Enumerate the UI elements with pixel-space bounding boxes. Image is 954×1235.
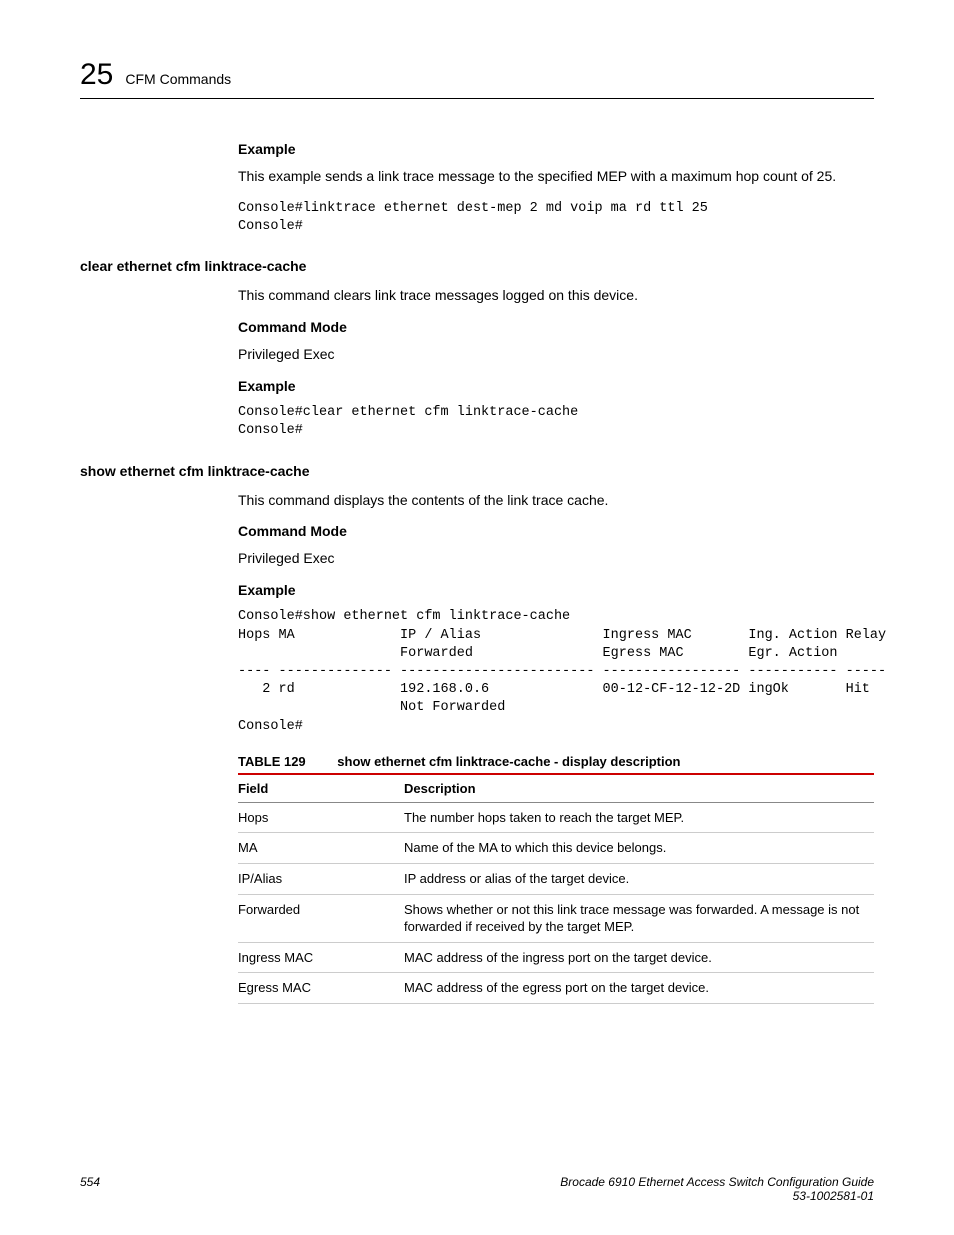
table-header-row: Field Description [238,774,874,803]
field-cell: Ingress MAC [238,942,404,973]
page-footer: 554 Brocade 6910 Ethernet Access Switch … [80,1175,874,1203]
clear-cmd-mode-value: Privileged Exec [238,345,874,364]
clear-cmd-title: clear ethernet cfm linktrace-cache [80,258,874,274]
show-cmd-mode-heading: Command Mode [238,523,874,539]
field-cell: Egress MAC [238,973,404,1004]
table-row: IP/Alias IP address or alias of the targ… [238,863,874,894]
show-cmd-example-code: Console#show ethernet cfm linktrace-cach… [238,608,874,736]
show-cmd-example-heading: Example [238,582,874,598]
field-cell: IP/Alias [238,863,404,894]
desc-cell: MAC address of the egress port on the ta… [404,973,874,1004]
table-row: Forwarded Shows whether or not this link… [238,894,874,942]
doc-title: Brocade 6910 Ethernet Access Switch Conf… [560,1175,874,1189]
show-cmd-title: show ethernet cfm linktrace-cache [80,463,874,479]
table-label: TABLE 129 [238,754,306,769]
example-intro: This example sends a link trace message … [238,167,874,186]
table-title: show ethernet cfm linktrace-cache - disp… [337,754,680,769]
table-row: Egress MAC MAC address of the egress por… [238,973,874,1004]
table-row: MA Name of the MA to which this device b… [238,833,874,864]
desc-cell: IP address or alias of the target device… [404,863,874,894]
page-header: 25 CFM Commands [80,58,874,99]
show-cmd-mode-value: Privileged Exec [238,549,874,568]
table-row: Ingress MAC MAC address of the ingress p… [238,942,874,973]
field-cell: Forwarded [238,894,404,942]
clear-cmd-example-code: Console#clear ethernet cfm linktrace-cac… [238,404,874,440]
desc-cell: The number hops taken to reach the targe… [404,802,874,833]
table-row: Hops The number hops taken to reach the … [238,802,874,833]
description-table: Field Description Hops The number hops t… [238,773,874,1004]
col-desc-header: Description [404,774,874,803]
clear-cmd-mode-heading: Command Mode [238,319,874,335]
example-code-1: Console#linktrace ethernet dest-mep 2 md… [238,200,874,236]
show-cmd-desc: This command displays the contents of th… [238,491,874,510]
clear-cmd-section: This command clears link trace messages … [238,286,874,440]
desc-cell: MAC address of the ingress port on the t… [404,942,874,973]
page: 25 CFM Commands Example This example sen… [0,0,954,1235]
clear-cmd-desc: This command clears link trace messages … [238,286,874,305]
show-cmd-section: This command displays the contents of th… [238,491,874,1004]
doc-id: 53-1002581-01 [793,1189,874,1203]
example-heading: Example [238,141,874,157]
table-caption: TABLE 129 show ethernet cfm linktrace-ca… [238,754,874,769]
col-field-header: Field [238,774,404,803]
chapter-number: 25 [80,58,113,92]
chapter-title: CFM Commands [125,71,231,87]
example-section-1: Example This example sends a link trace … [238,141,874,236]
field-cell: Hops [238,802,404,833]
clear-cmd-example-heading: Example [238,378,874,394]
desc-cell: Shows whether or not this link trace mes… [404,894,874,942]
page-number: 554 [80,1175,100,1203]
field-cell: MA [238,833,404,864]
desc-cell: Name of the MA to which this device belo… [404,833,874,864]
